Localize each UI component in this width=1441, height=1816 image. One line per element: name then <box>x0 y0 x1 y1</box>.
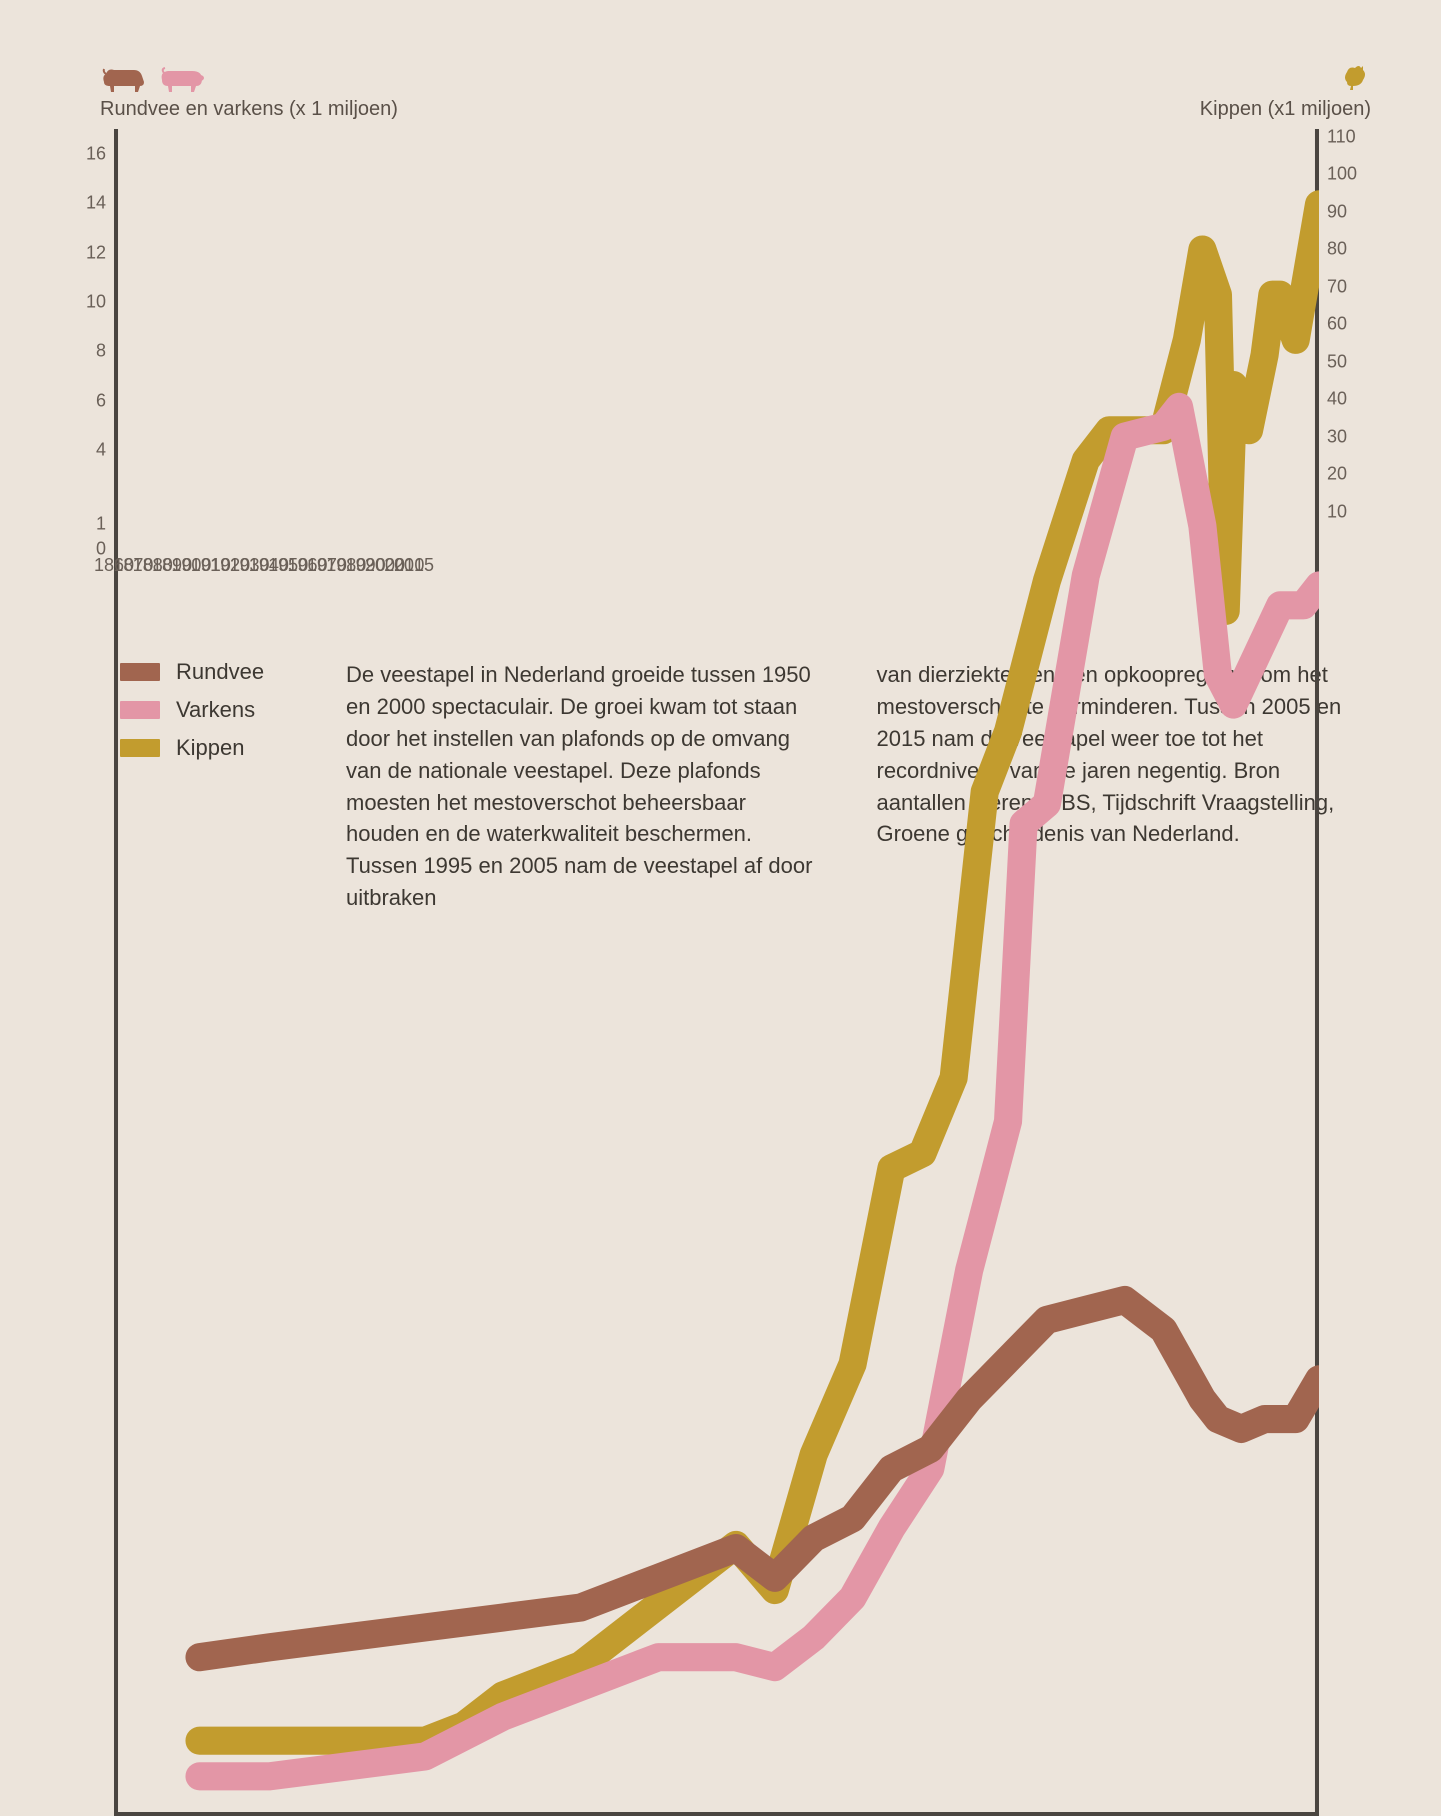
right-axis-header: Kippen (x1 miljoen) <box>1200 60 1371 121</box>
y-axis-left: 0146810121416 <box>70 129 106 589</box>
y-left-tick: 14 <box>70 193 106 214</box>
y-right-tick: 50 <box>1327 351 1371 372</box>
series-rundvee <box>200 1300 1319 1657</box>
y-right-tick: 110 <box>1327 126 1371 147</box>
y-right-tick: 60 <box>1327 314 1371 335</box>
y-right-tick: 20 <box>1327 464 1371 485</box>
x-tick: 2015 <box>394 555 434 576</box>
y-left-tick: 8 <box>70 341 106 362</box>
y-axis-right: 10 20 30 40 50 60 70 80 90 100 110 <box>1327 129 1371 589</box>
y-left-tick: 4 <box>70 440 106 461</box>
y-right-tick: 30 <box>1327 426 1371 447</box>
y-right-tick: 80 <box>1327 239 1371 260</box>
left-axis-header: Rundvee en varkens (x 1 miljoen) <box>100 64 398 121</box>
left-axis-title: Rundvee en varkens (x 1 miljoen) <box>100 98 398 121</box>
y-right-tick: 10 <box>1327 501 1371 522</box>
chicken-icon <box>1337 60 1371 94</box>
livestock-chart: 0146810121416 102030405060708090100110 1… <box>70 129 1371 589</box>
y-right-tick: 100 <box>1327 164 1371 185</box>
chart-canvas <box>114 129 1319 1816</box>
pig-icon <box>156 64 206 94</box>
cow-icon <box>100 64 146 94</box>
y-left-tick: 10 <box>70 291 106 312</box>
y-left-tick: 16 <box>70 143 106 164</box>
y-right-tick: 70 <box>1327 276 1371 297</box>
right-axis-title: Kippen (x1 miljoen) <box>1200 98 1371 121</box>
y-left-tick: 1 <box>70 514 106 535</box>
y-left-tick: 6 <box>70 390 106 411</box>
y-right-tick: 90 <box>1327 201 1371 222</box>
y-left-tick: 12 <box>70 242 106 263</box>
y-right-tick: 40 <box>1327 389 1371 410</box>
x-axis: 1860187018801890190019101920193019401950… <box>114 555 1319 589</box>
chart-header: Rundvee en varkens (x 1 miljoen) Kippen … <box>70 60 1371 121</box>
